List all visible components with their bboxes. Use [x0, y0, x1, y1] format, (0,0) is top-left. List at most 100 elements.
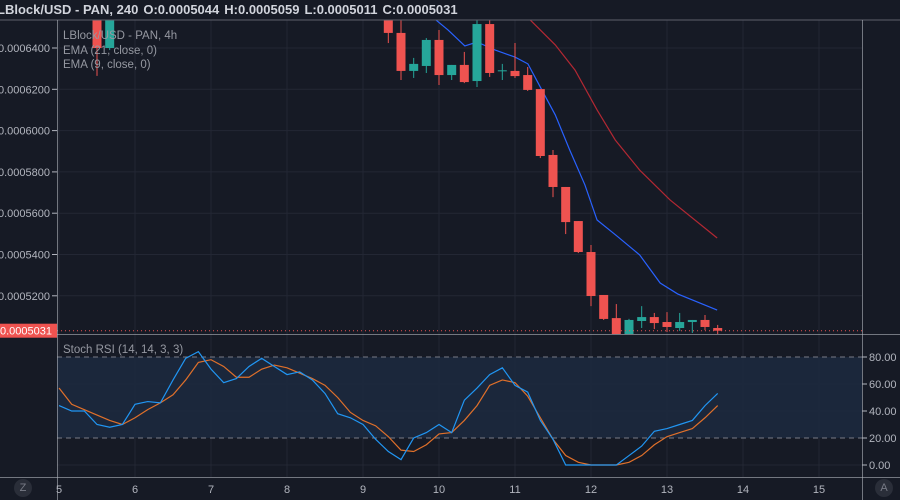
candle: [586, 245, 596, 307]
candle-body: [573, 221, 583, 253]
candle: [485, 20, 495, 77]
candle-body: [713, 328, 723, 331]
candle-body: [447, 64, 457, 76]
candle-body: [396, 32, 406, 71]
time-tick-label: 11: [509, 484, 520, 496]
candle-body: [599, 294, 609, 319]
candle-body: [105, 20, 115, 49]
candle-body: [497, 70, 507, 72]
price-tick-label: 0.0006000: [0, 126, 50, 138]
time-tick-label: 10: [433, 484, 445, 496]
candle: [561, 186, 571, 235]
candle-body: [675, 322, 685, 329]
candle-body: [472, 24, 482, 82]
candle: [523, 66, 533, 91]
candle: [105, 20, 115, 51]
candle: [396, 20, 406, 81]
candle-body: [510, 70, 520, 77]
legend-ema9[interactable]: EMA (9, close, 0): [63, 59, 151, 71]
price-tick-label: 0.0005600: [0, 208, 50, 220]
candle: [510, 43, 520, 78]
candle-body: [649, 317, 659, 324]
time-tick-label: 7: [208, 484, 214, 496]
stoch-rsi-pane[interactable]: [57, 350, 862, 466]
candle-body: [662, 322, 672, 327]
price-tick-label: 0.0005800: [0, 167, 50, 179]
candle: [624, 318, 634, 334]
legend-title[interactable]: LBlock/USD - PAN, 4h: [63, 30, 178, 42]
time-tick-label: 14: [737, 484, 749, 496]
candle: [637, 306, 647, 329]
candle: [611, 304, 621, 334]
rsi-tick-label: 20.00: [869, 433, 897, 445]
symbol-label: LBlock/USD - PAN, 240: [0, 2, 139, 17]
candle: [497, 63, 507, 81]
current-price-label: 0.0005031: [0, 326, 52, 338]
candle: [548, 150, 558, 198]
candle: [472, 20, 482, 88]
candle: [434, 30, 444, 85]
stoch-rsi-title[interactable]: Stoch RSI (14, 14, 3, 3): [63, 344, 184, 356]
candle-body: [561, 186, 571, 223]
current-price-badge: [0, 323, 57, 338]
price-tick-label: 0.0006400: [0, 43, 50, 55]
candle: [447, 64, 457, 81]
legend-ema21[interactable]: EMA (21, close, 0): [63, 44, 157, 57]
candle-body: [611, 318, 621, 334]
candle-body: [459, 64, 469, 83]
time-tick-label: 15: [813, 484, 825, 496]
candle: [675, 312, 685, 331]
candle: [649, 312, 659, 330]
candle-body: [687, 319, 697, 323]
zoom-reset-button[interactable]: Z: [14, 479, 32, 497]
grid: [57, 20, 862, 477]
time-tick-label: 12: [585, 484, 597, 496]
rsi-tick-label: 80.00: [869, 352, 897, 364]
time-tick-label: 8: [284, 484, 290, 496]
candle-body: [383, 20, 393, 33]
candle: [409, 57, 419, 78]
candle: [599, 294, 609, 320]
time-tick-label: 5: [56, 484, 62, 496]
candle-body: [523, 75, 533, 90]
axes: 0.0006400 0.0006200 0.0006000 0.0005800 0.00…: [0, 19, 900, 500]
candle-body: [434, 39, 444, 76]
candle: [535, 89, 545, 159]
low-value: L:0.0005011: [304, 2, 378, 17]
high-value: H:0.0005059: [224, 2, 300, 17]
symbol-header: LBlock/USD - PAN, 240 O:0.0005044 H:0.0005…: [0, 2, 463, 17]
candle-body: [409, 63, 419, 71]
candle-body: [421, 39, 431, 66]
candle: [92, 20, 102, 76]
candle: [700, 315, 710, 331]
open-value: O:0.0005044: [143, 2, 220, 17]
rsi-tick-label: 0.00: [869, 460, 890, 472]
candle: [713, 324, 723, 334]
price-pane[interactable]: [57, 11, 862, 341]
ema21-line: [529, 20, 718, 239]
candle-body: [637, 317, 647, 321]
candle-body: [485, 24, 495, 73]
candle-body: [624, 319, 634, 334]
candle-body: [535, 89, 545, 156]
candle: [383, 20, 393, 44]
candle-body: [586, 252, 596, 297]
candle: [421, 38, 431, 73]
stoch-k-line: [58, 350, 719, 466]
price-tick-label: 0.0005200: [0, 291, 50, 303]
rsi-tick-label: 60.00: [869, 379, 897, 391]
auto-scale-button[interactable]: A: [875, 479, 893, 497]
candle-body: [92, 20, 102, 49]
time-tick-label: 6: [132, 484, 138, 496]
close-value: C:0.0005031: [382, 2, 458, 17]
time-tick-label: 9: [360, 484, 366, 496]
candle: [573, 221, 583, 254]
candle-body: [548, 154, 558, 187]
price-tick-label: 0.0005400: [0, 250, 50, 262]
price-tick-label: 0.0006200: [0, 84, 50, 96]
rsi-tick-label: 40.00: [869, 406, 897, 418]
time-tick-label: 13: [661, 484, 673, 496]
chart-legend: LBlock/USD - PAN, 4h EMA (21, close, 0) …: [63, 29, 177, 73]
candle-body: [700, 319, 710, 327]
